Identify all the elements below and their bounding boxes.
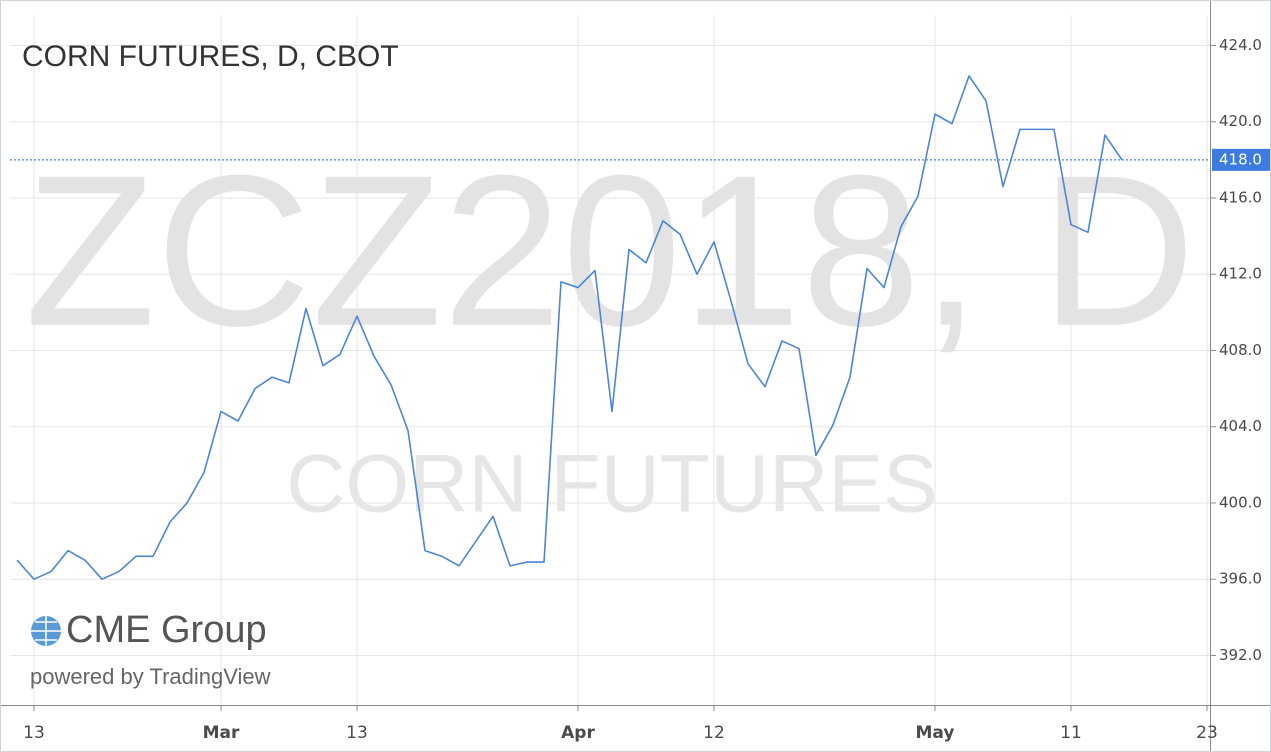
y-tick-label: 400.0 (1219, 493, 1262, 511)
grid (10, 15, 1210, 705)
y-tick-label: 396.0 (1219, 570, 1262, 588)
plot (10, 75, 1210, 580)
y-tick-label: 412.0 (1219, 265, 1262, 283)
last-price-badge (1212, 148, 1271, 171)
x-tick-label: May (916, 723, 955, 743)
watermark-subtitle: CORN FUTURES (286, 439, 937, 530)
x-tick-label: Apr (561, 723, 595, 743)
y-tick-label: 392.0 (1219, 646, 1262, 664)
brand-name: CME Group (66, 609, 267, 651)
x-tick-label: 12 (703, 723, 725, 743)
last-price-label: 418.0 (1219, 150, 1262, 168)
powered-by: powered by TradingView (30, 664, 271, 689)
y-tick-label: 408.0 (1219, 341, 1262, 359)
x-tick-label: 23 (1196, 723, 1218, 743)
chart-title: CORN FUTURES, D, CBOT (22, 40, 399, 73)
brand-logo: CME Group powered by TradingView (30, 609, 271, 689)
x-tick-label: 13 (23, 723, 45, 743)
x-tick-label: Mar (203, 723, 240, 743)
y-tick-label: 416.0 (1219, 188, 1262, 206)
watermark-group: ZCZ2018, D CORN FUTURES (25, 130, 1196, 530)
price-line (16, 75, 1123, 580)
watermark: ZCZ2018, D (25, 130, 1196, 371)
x-tick-label: 13 (346, 723, 368, 743)
y-tick-label: 404.0 (1219, 417, 1262, 435)
globe-lines (31, 616, 61, 646)
y-tick-label: 420.0 (1219, 112, 1262, 130)
x-tick-label: 11 (1060, 723, 1082, 743)
y-tick-label: 424.0 (1219, 36, 1262, 54)
